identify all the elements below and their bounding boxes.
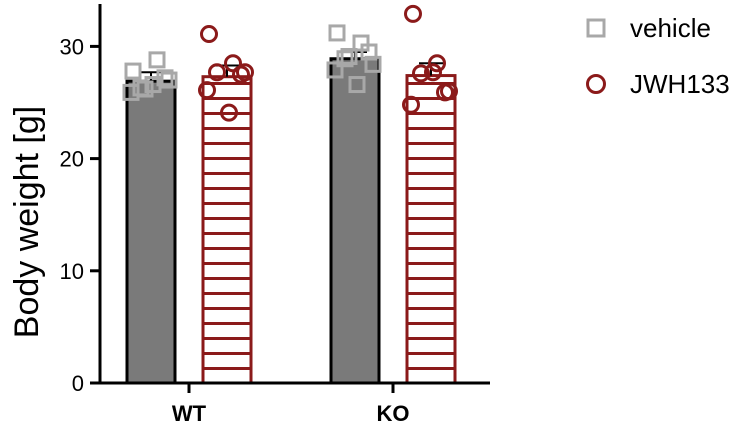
point-vehicle-ko — [328, 24, 346, 42]
x-category-label-wt: WT — [172, 401, 207, 426]
legend-label-jwh133: JWH133 — [630, 69, 730, 99]
point-jwh133-wt — [200, 25, 218, 44]
point-vehicle-ko — [336, 50, 354, 68]
point-vehicle-ko — [364, 55, 382, 73]
point-jwh133-wt — [236, 63, 254, 82]
point-jwh133-ko — [402, 95, 420, 114]
point-jwh133-ko — [404, 4, 422, 23]
y-tick-label-20: 20 — [60, 147, 84, 172]
bar-vehicle-ko — [329, 57, 381, 385]
point-vehicle-wt — [136, 80, 154, 98]
point-jwh133-ko — [424, 63, 442, 82]
point-jwh133-wt — [208, 63, 226, 82]
legend-label-vehicle: vehicle — [630, 13, 711, 43]
y-tick-label-10: 10 — [60, 259, 84, 284]
point-vehicle-ko — [326, 61, 344, 79]
bar-jwh133-wt — [201, 75, 253, 385]
bar-jwh133-ko — [405, 74, 457, 385]
point-jwh133-ko — [440, 82, 458, 101]
point-vehicle-wt — [148, 51, 166, 69]
y-tick-label-0: 0 — [72, 371, 84, 396]
x-category-label-ko: KO — [377, 401, 410, 426]
point-jwh133-wt — [220, 103, 238, 122]
point-jwh133-wt — [198, 81, 216, 100]
point-jwh133-ko — [428, 54, 446, 73]
legend-marker-jwh133 — [586, 74, 606, 94]
point-vehicle-wt — [124, 62, 142, 80]
point-vehicle-ko — [340, 47, 358, 65]
point-jwh133-ko — [412, 64, 430, 83]
point-vehicle-ko — [348, 76, 366, 94]
point-vehicle-wt — [160, 71, 178, 89]
bar-vehicle-wt — [125, 79, 177, 385]
y-axis-title: Body weight [g] — [8, 106, 46, 338]
y-tick-label-30: 30 — [60, 34, 84, 59]
legend-marker-vehicle — [586, 18, 606, 38]
point-vehicle-ko — [360, 43, 378, 61]
